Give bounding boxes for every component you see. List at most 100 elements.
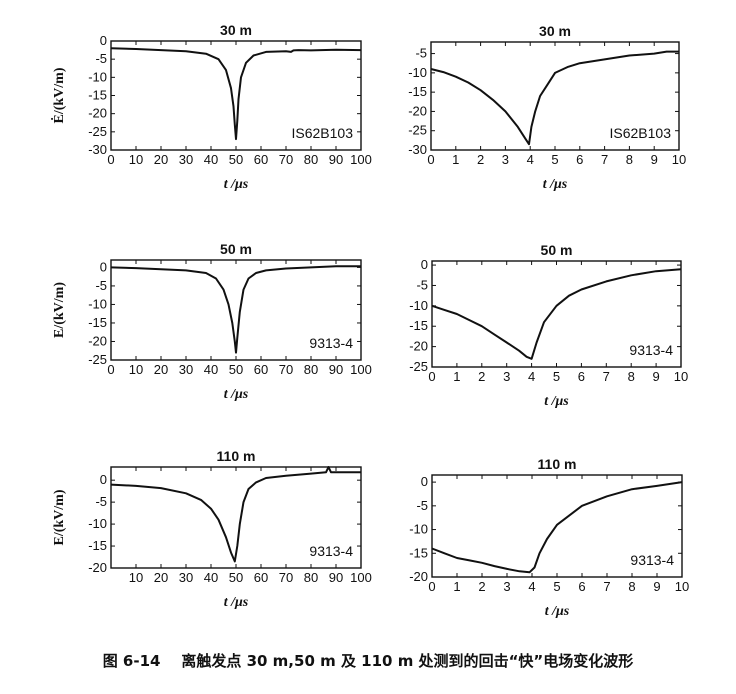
x-tick-label: 2 [478,579,485,594]
chart-title: 110 m [538,456,577,472]
x-tick-label: 4 [528,579,535,594]
y-tick-label: -15 [409,318,428,333]
y-tick-label: -20 [88,333,107,348]
x-axis-label: t /μs [544,394,569,409]
chart-annotation: IS62B103 [610,125,672,141]
x-tick-label: 3 [503,579,510,594]
x-tick-label: 50 [229,152,243,167]
chart-panel-6: 0 1 2 3 4 5 6 7 8 9 10 0 -5 -10 -15 -20 110 m 9313-4 t /μs [409,456,689,619]
chart-title: 110 m [217,448,256,464]
x-tick-label: 30 [179,152,193,167]
x-tick-label: 20 [154,362,168,377]
y-axis-label: Ė/(kV/m) [50,67,67,123]
x-tick-label: 0 [428,369,435,384]
y-tick-label: -20 [408,103,427,118]
waveform-line [431,481,683,574]
x-tick-label: 70 [279,570,293,585]
x-tick-label: 90 [329,362,343,377]
waveform-line [431,268,682,360]
y-tick-label: -10 [88,69,107,84]
chart-panel-5: 10 20 30 40 50 60 70 80 90 100 0 -5 -10 -15 -20 110 m 93… [52,448,372,610]
x-tick-label: 20 [154,570,168,585]
y-tick-label: -5 [415,46,427,61]
y-tick-label: -30 [408,142,427,157]
x-tick-label: 100 [350,152,372,167]
x-tick-label: 80 [304,362,318,377]
y-tick-label: -30 [88,142,107,157]
x-tick-label: 10 [672,152,686,167]
y-tick-label: -25 [408,123,427,138]
y-tick-label: -15 [408,84,427,99]
x-tick-label: 10 [675,579,689,594]
y-tick-label: 0 [421,257,428,272]
x-tick-label: 100 [350,362,372,377]
chart-title: 30 m [539,23,571,39]
x-tick-label: 6 [578,579,585,594]
y-tick-label: -25 [88,352,107,367]
chart-title: 30 m [220,22,252,38]
y-axis-label: E/(kV/m) [52,489,67,545]
x-tick-label: 5 [553,579,560,594]
y-tick-label: -10 [88,296,107,311]
x-tick-label: 9 [653,579,660,594]
x-tick-label: 40 [204,570,218,585]
x-tick-label: 7 [603,579,610,594]
x-tick-label: 0 [107,362,114,377]
chart-annotation: 9313-4 [309,543,353,559]
y-tick-label: 0 [421,474,428,489]
x-tick-label: 8 [628,369,635,384]
x-tick-label: 3 [502,152,509,167]
y-tick-label: -5 [416,277,428,292]
x-tick-label: 60 [254,152,268,167]
x-tick-label: 30 [179,362,193,377]
chart-annotation: 9313-4 [630,552,674,568]
y-tick-label: -10 [409,298,428,313]
y-tick-label: -20 [409,339,428,354]
x-tick-label: 4 [528,369,535,384]
x-tick-label: 1 [452,152,459,167]
y-tick-label: -20 [409,569,428,584]
chart-annotation: IS62B103 [292,125,354,141]
chart-title: 50 m [541,242,573,258]
x-tick-label: 1 [453,579,460,594]
x-tick-label: 10 [674,369,688,384]
waveform-line [110,466,361,563]
figure-number: 图 6-14 [102,652,161,670]
x-tick-label: 80 [304,152,318,167]
x-axis-label: t /μs [543,177,568,192]
waveform-line [110,47,362,141]
chart-panel-4: 0 1 2 3 4 5 6 7 8 9 10 0 -5 -10 -15 -20 -25 50 m 9313-4 t /… [409,242,688,409]
y-tick-label: -5 [95,51,107,66]
x-tick-label: 10 [129,570,143,585]
y-axis-label: E/(kV/m) [52,282,67,338]
chart-panel-3: 0 10 20 30 40 50 60 70 80 90 100 0 -5 -10 -15 -20 -25 50 … [52,241,372,402]
x-tick-label: 6 [578,369,585,384]
x-tick-label: 0 [428,579,435,594]
x-tick-label: 5 [553,369,560,384]
x-tick-label: 40 [204,362,218,377]
x-tick-label: 90 [329,570,343,585]
x-tick-label: 70 [279,362,293,377]
y-tick-label: -15 [409,545,428,560]
y-tick-label: -5 [416,498,428,513]
x-tick-label: 2 [477,152,484,167]
x-tick-label: 3 [503,369,510,384]
y-tick-label: 0 [100,472,107,487]
y-tick-label: -5 [95,494,107,509]
x-tick-label: 7 [601,152,608,167]
x-tick-label: 50 [229,570,243,585]
x-tick-label: 80 [304,570,318,585]
x-tick-label: 90 [329,152,343,167]
x-tick-label: 70 [279,152,293,167]
x-tick-label: 9 [651,152,658,167]
x-tick-label: 50 [229,362,243,377]
x-tick-label: 7 [603,369,610,384]
y-tick-label: -25 [409,359,428,374]
figure-caption-text: 离触发点 30 m,50 m 及 110 m 处测到的回击“快”电场变化波形 [181,652,634,670]
y-tick-label: -15 [88,88,107,103]
x-tick-label: 6 [576,152,583,167]
x-tick-label: 1 [453,369,460,384]
y-tick-label: -5 [95,278,107,293]
waveform-line [110,265,361,354]
x-tick-label: 8 [626,152,633,167]
